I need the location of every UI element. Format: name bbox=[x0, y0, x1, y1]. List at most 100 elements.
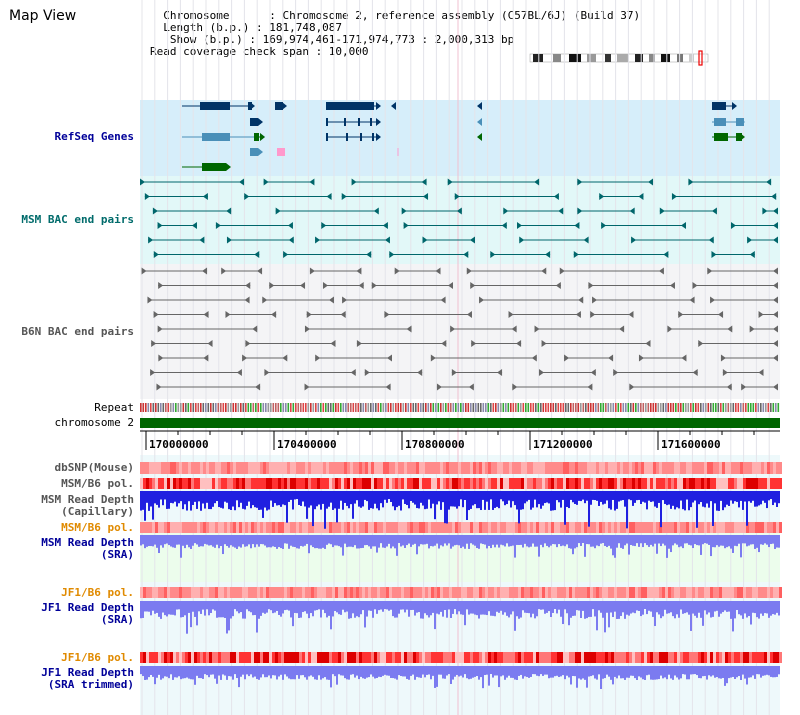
msm-capillary-depth-bar bbox=[744, 491, 746, 502]
jf1-sra-depth-bar bbox=[612, 601, 614, 618]
jf1-b6-pol-2-cell bbox=[602, 652, 605, 663]
msm-capillary-depth-bar bbox=[164, 491, 166, 500]
dbsnp-cell bbox=[692, 462, 695, 474]
jf1-b6-pol-2-cell bbox=[380, 652, 383, 663]
dbsnp-cell bbox=[251, 462, 254, 474]
b6n-bac-end bbox=[538, 369, 544, 376]
jf1-trimmed-depth-bar bbox=[174, 666, 176, 678]
msm-bac-end bbox=[152, 207, 158, 215]
jf1-trimmed-depth-bar bbox=[548, 666, 550, 679]
msm-capillary-depth-bar bbox=[770, 491, 772, 500]
b6n-bac-end bbox=[203, 311, 209, 318]
msm-b6-pol-cell bbox=[140, 478, 143, 489]
msm-b6-pol-sra-cell bbox=[524, 522, 527, 533]
dbsnp-cell bbox=[140, 462, 143, 474]
b6n-bac-end bbox=[356, 267, 362, 275]
msm-b6-pol-cell bbox=[707, 478, 710, 489]
msm-b6-pol-sra-cell bbox=[629, 522, 632, 533]
jf1-sra-depth-bar bbox=[302, 601, 304, 613]
jf1-sra-depth-bar bbox=[436, 601, 438, 614]
jf1-b6-pol-2-cell bbox=[428, 652, 431, 663]
dbsnp-cell bbox=[395, 462, 398, 474]
msm-capillary-depth-bar bbox=[700, 491, 702, 503]
msm-b6-pol-sra-cell bbox=[503, 522, 506, 533]
jf1-sra-depth-bar bbox=[356, 601, 358, 617]
msm-capillary-depth-bar bbox=[232, 491, 234, 507]
repeat-element bbox=[280, 403, 282, 412]
msm-capillary-depth-bar bbox=[586, 491, 588, 501]
repeat-element bbox=[450, 403, 452, 412]
jf1-sra-depth-bar bbox=[684, 601, 686, 614]
msm-capillary-depth-bar bbox=[534, 491, 536, 500]
jf1-sra-depth-bar bbox=[164, 601, 166, 616]
msm-b6-pol-cell bbox=[776, 478, 779, 489]
msm-capillary-depth-bar bbox=[360, 491, 362, 508]
b6n-bac-end bbox=[356, 340, 362, 347]
gene-strand-arrow bbox=[282, 102, 287, 110]
msm-sra-depth-bar bbox=[158, 535, 160, 554]
jf1-b6-pol-2-cell bbox=[638, 652, 641, 663]
track-panel[interactable]: 170000000 170400000 170800000 171200000 1716… bbox=[140, 0, 785, 715]
msm-sra-depth-bar bbox=[306, 535, 308, 544]
repeat-element bbox=[772, 403, 775, 412]
jf1-sra-depth-bar bbox=[502, 601, 504, 615]
msm-b6-pol-cell bbox=[659, 478, 662, 489]
dbsnp-cell bbox=[362, 462, 365, 474]
msm-capillary-depth-bar bbox=[274, 491, 276, 504]
msm-capillary-depth-bar bbox=[192, 491, 194, 505]
jf1-b6-pol-cell bbox=[443, 587, 446, 598]
repeat-element bbox=[717, 403, 720, 412]
msm-capillary-depth-bar bbox=[718, 491, 720, 511]
jf1-sra-depth-bar bbox=[300, 601, 302, 618]
msm-sra-depth-bar bbox=[460, 535, 462, 549]
msm-b6-pol-cell bbox=[671, 478, 674, 489]
coordinate-axis: 170000000 170400000 170800000 171200000 1716… bbox=[140, 430, 780, 451]
jf1-trimmed-depth-bar bbox=[494, 666, 496, 676]
jf1-b6-pol-2-cell bbox=[431, 652, 434, 663]
jf1-b6-pol-cell bbox=[557, 587, 560, 598]
jf1-sra-depth-bar bbox=[324, 601, 326, 614]
msm-b6-pol-sra-cell bbox=[152, 522, 155, 533]
msm-capillary-depth-bar bbox=[544, 491, 546, 504]
msm-b6-pol-sra-cell bbox=[707, 522, 710, 533]
jf1-trimmed-depth-bar bbox=[698, 666, 700, 679]
msm-b6-pol-sra-cell bbox=[455, 522, 458, 533]
dbsnp-cell bbox=[674, 462, 677, 474]
jf1-sra-depth-bar bbox=[434, 601, 436, 630]
chromosome-ideogram[interactable] bbox=[525, 50, 715, 66]
msm-b6-pol-cell bbox=[353, 478, 356, 489]
jf1-b6-pol-2-cell bbox=[401, 652, 404, 663]
gene-exon bbox=[370, 118, 372, 126]
jf1-trimmed-depth-bar bbox=[532, 666, 534, 675]
msm-sra-depth-bar bbox=[252, 535, 254, 545]
jf1-sra-depth-bar bbox=[266, 601, 268, 613]
msm-sra-depth-bar bbox=[672, 535, 674, 546]
msm-sra-depth-bar bbox=[212, 535, 214, 547]
dbsnp-cell bbox=[752, 462, 755, 474]
jf1-sra-depth-bar bbox=[346, 601, 348, 612]
msm-sra-depth-bar bbox=[668, 535, 670, 549]
jf1-b6-pol-cell bbox=[551, 587, 554, 598]
msm-sra-depth-bar bbox=[210, 535, 212, 546]
msm-sra-depth-bar bbox=[600, 535, 602, 544]
b6n-bac-end bbox=[306, 311, 312, 318]
jf1-sra-depth-bar bbox=[496, 601, 498, 612]
repeat-label: Repeat bbox=[94, 401, 134, 414]
jf1-b6-pol-2-cell bbox=[617, 652, 620, 663]
jf1-trimmed-depth-bar bbox=[680, 666, 682, 679]
msm-b6-pol-cell bbox=[662, 478, 665, 489]
jf1-b6-pol-cell bbox=[755, 587, 758, 598]
msm-b6-pol-cell bbox=[731, 478, 734, 489]
jf1-trimmed-depth-bar bbox=[662, 666, 664, 679]
msm-sra-depth-bar bbox=[506, 535, 508, 544]
jf1-b6-pol-cell bbox=[455, 587, 458, 598]
repeat-element bbox=[215, 403, 217, 412]
jf1-b6-pol-cell bbox=[680, 587, 683, 598]
dbsnp-cell bbox=[767, 462, 770, 474]
jf1-b6-pol-cell bbox=[674, 587, 677, 598]
msm-capillary-depth-bar bbox=[460, 491, 462, 500]
b6n-bac-end bbox=[271, 311, 277, 318]
jf1-sra-depth-bar bbox=[382, 601, 384, 612]
jf1-b6-pol-cell bbox=[776, 587, 779, 598]
repeat-element bbox=[417, 403, 420, 412]
